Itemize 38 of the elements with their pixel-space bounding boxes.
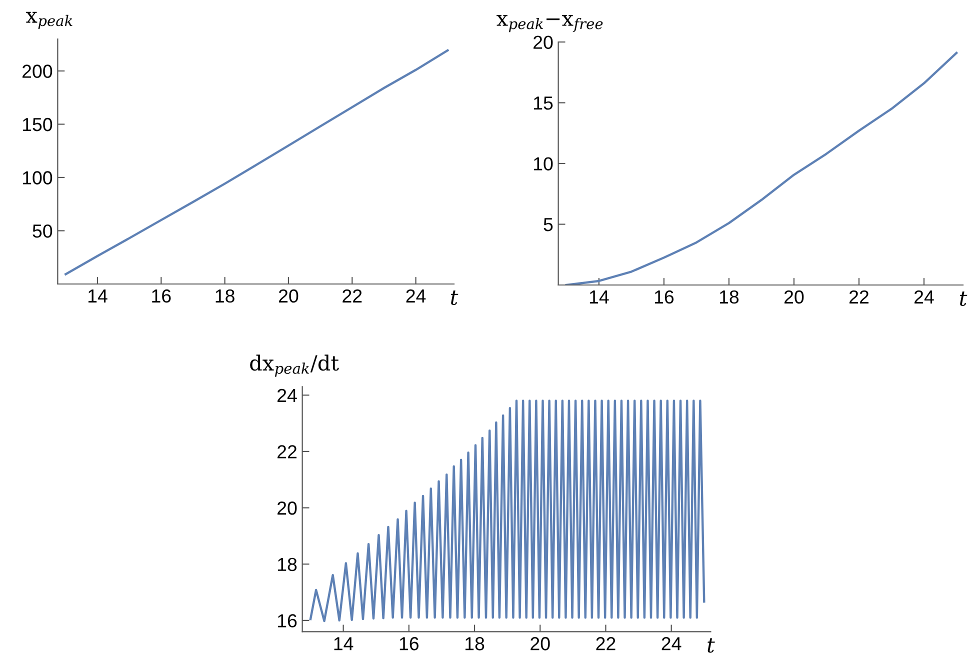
line-series <box>309 400 706 622</box>
y-tick-label: 20 <box>278 501 297 515</box>
y-tick-label: 50 <box>32 224 52 238</box>
x-tick-label: 18 <box>720 290 739 304</box>
x-tick-label: 14 <box>590 290 609 304</box>
y-axis-title: dx$_{peak}$/dt <box>250 354 339 377</box>
x-tick-label: 24 <box>662 637 682 650</box>
x-tick-label: 16 <box>152 289 171 303</box>
y-tick-label: 18 <box>278 558 297 572</box>
x-tick-label: 18 <box>466 637 484 650</box>
line-series <box>565 52 958 285</box>
x-tick-label: 22 <box>342 289 362 302</box>
y-tick-label: 15 <box>534 96 553 110</box>
x-axis-title: t <box>708 638 715 653</box>
x-tick-label: 22 <box>596 637 616 650</box>
y-tick-label: 24 <box>278 388 297 402</box>
line-series <box>64 49 449 276</box>
y-tick-label: 16 <box>278 614 297 628</box>
y-tick-label: 200 <box>22 64 52 78</box>
y-tick-label: 10 <box>534 157 553 170</box>
y-tick-label: 20 <box>534 36 553 49</box>
x-tick-label: 24 <box>914 290 934 304</box>
x-tick-label: 22 <box>849 290 868 304</box>
y-tick-label: 22 <box>278 445 296 458</box>
x-tick-label: 14 <box>88 290 108 302</box>
x-axis-title: t <box>450 290 458 306</box>
x-tick-label: 24 <box>406 289 426 302</box>
y-axis-title: x$_{peak}$ <box>26 12 72 29</box>
x-tick-label: 16 <box>654 290 674 304</box>
x-tick-label: 16 <box>400 637 419 650</box>
x-tick-label: 14 <box>334 637 354 650</box>
x-tick-label: 20 <box>784 290 804 304</box>
x-tick-label: 18 <box>216 289 234 303</box>
y-tick-label: 150 <box>22 118 52 132</box>
y-axis-title: x$_{peak}$−x$_{free}$ <box>496 14 603 32</box>
y-tick-label: 5 <box>544 218 553 232</box>
x-axis-title: t <box>960 292 968 306</box>
y-tick-label: 100 <box>22 171 52 184</box>
